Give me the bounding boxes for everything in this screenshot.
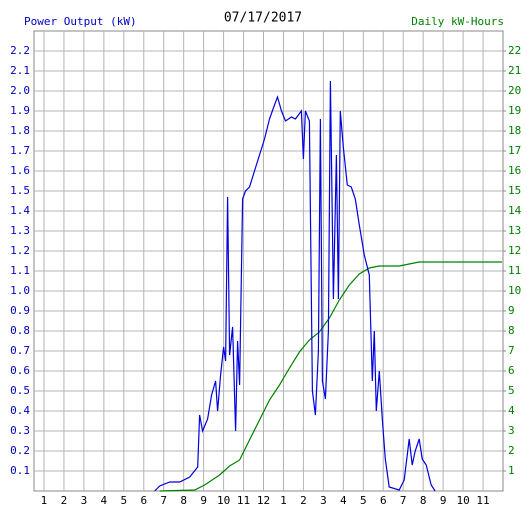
y2-tick-label: 11 bbox=[508, 264, 521, 277]
y-tick-label: 1.0 bbox=[10, 284, 30, 297]
y2-tick-label: 16 bbox=[508, 164, 521, 177]
y2-tick-label: 15 bbox=[508, 184, 521, 197]
y-tick-label: 0.6 bbox=[10, 364, 30, 377]
y2-tick-label: 13 bbox=[508, 224, 521, 237]
y2-tick-label: 9 bbox=[508, 304, 515, 317]
y-tick-label: 2.1 bbox=[10, 64, 30, 77]
y2-tick-label: 5 bbox=[508, 384, 515, 397]
y2-axis-label: Daily kW-Hours bbox=[411, 15, 504, 28]
y2-tick-label: 12 bbox=[508, 244, 521, 257]
y2-tick-label: 7 bbox=[508, 344, 515, 357]
y-tick-label: 0.4 bbox=[10, 404, 30, 417]
y-tick-label: 0.5 bbox=[10, 384, 30, 397]
y-tick-label: 1.2 bbox=[10, 244, 30, 257]
plot-area bbox=[33, 30, 504, 492]
y-tick-label: 1.9 bbox=[10, 104, 30, 117]
x-tick-label: 5 bbox=[120, 494, 127, 507]
x-tick-label: 10 bbox=[217, 494, 230, 507]
y2-tick-label: 4 bbox=[508, 404, 515, 417]
x-tick-label: 11 bbox=[237, 494, 250, 507]
y-axis-label: Power Output (kW) bbox=[24, 15, 137, 28]
y-tick-label: 1.6 bbox=[10, 164, 30, 177]
x-tick-label: 7 bbox=[160, 494, 167, 507]
x-tick-label: 1 bbox=[41, 494, 48, 507]
y-tick-label: 1.5 bbox=[10, 184, 30, 197]
x-tick-label: 6 bbox=[140, 494, 147, 507]
y-tick-label: 0.3 bbox=[10, 424, 30, 437]
x-tick-label: 9 bbox=[440, 494, 447, 507]
x-tick-label: 6 bbox=[380, 494, 387, 507]
x-tick-label: 1 bbox=[280, 494, 287, 507]
x-tick-label: 11 bbox=[476, 494, 489, 507]
y-tick-label: 1.7 bbox=[10, 144, 30, 157]
y2-tick-label: 19 bbox=[508, 104, 521, 117]
x-tick-label: 10 bbox=[456, 494, 469, 507]
y-tick-label: 2.2 bbox=[10, 44, 30, 57]
y-tick-label: 0.7 bbox=[10, 344, 30, 357]
y2-tick-label: 3 bbox=[508, 424, 515, 437]
x-tick-label: 8 bbox=[180, 494, 187, 507]
x-tick-label: 2 bbox=[61, 494, 68, 507]
y2-tick-label: 10 bbox=[508, 284, 521, 297]
y2-tick-label: 20 bbox=[508, 84, 521, 97]
y-tick-label: 2.0 bbox=[10, 84, 30, 97]
y2-tick-label: 18 bbox=[508, 124, 521, 137]
x-tick-label: 3 bbox=[81, 494, 88, 507]
x-tick-label: 2 bbox=[300, 494, 307, 507]
y2-tick-label: 1 bbox=[508, 464, 515, 477]
series-line bbox=[159, 261, 502, 492]
y-tick-label: 0.1 bbox=[10, 464, 30, 477]
chart-title: 07/17/2017 bbox=[224, 11, 302, 26]
y-tick-label: 1.4 bbox=[10, 204, 30, 217]
x-tick-label: 5 bbox=[360, 494, 367, 507]
y-tick-label: 0.2 bbox=[10, 444, 30, 457]
x-tick-label: 4 bbox=[101, 494, 108, 507]
x-tick-label: 3 bbox=[320, 494, 327, 507]
y2-tick-label: 14 bbox=[508, 204, 522, 217]
series-line bbox=[154, 80, 436, 492]
x-tick-label: 4 bbox=[340, 494, 347, 507]
y2-tick-label: 17 bbox=[508, 144, 521, 157]
y-tick-label: 1.3 bbox=[10, 224, 30, 237]
y2-tick-label: 21 bbox=[508, 64, 521, 77]
y-tick-label: 1.1 bbox=[10, 264, 30, 277]
y2-tick-label: 2 bbox=[508, 444, 515, 457]
y-tick-label: 0.8 bbox=[10, 324, 30, 337]
y2-tick-label: 22 bbox=[508, 44, 521, 57]
x-tick-label: 9 bbox=[200, 494, 207, 507]
x-tick-label: 7 bbox=[400, 494, 407, 507]
y2-tick-label: 6 bbox=[508, 364, 515, 377]
y-tick-label: 1.8 bbox=[10, 124, 30, 137]
x-tick-label: 12 bbox=[257, 494, 270, 507]
x-tick-label: 8 bbox=[420, 494, 427, 507]
y-tick-label: 0.9 bbox=[10, 304, 30, 317]
y2-tick-label: 8 bbox=[508, 324, 515, 337]
